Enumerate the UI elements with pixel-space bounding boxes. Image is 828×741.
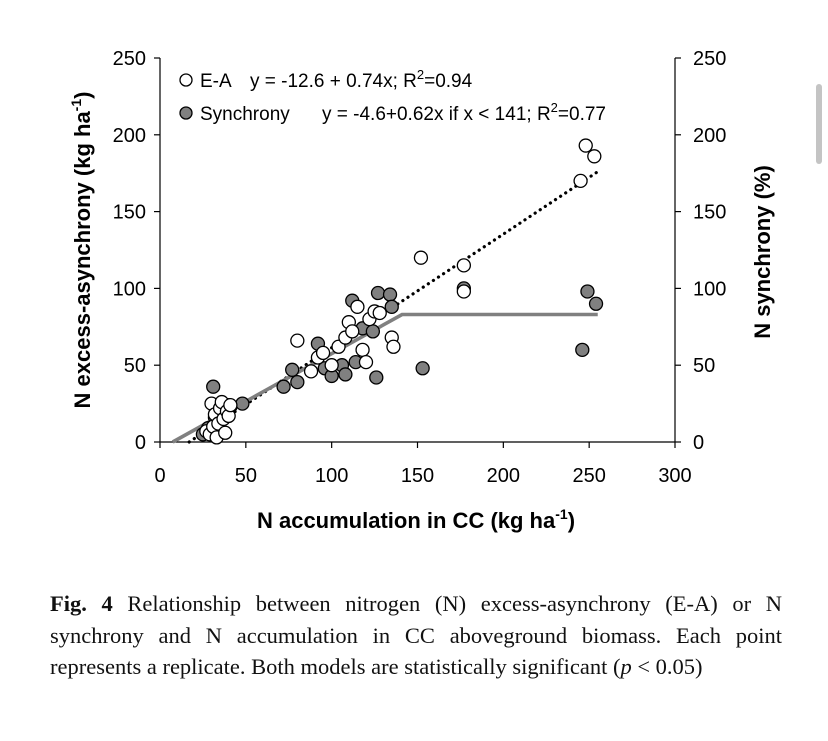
caption-text-end: < 0.05) [631,654,703,679]
ea-point [372,305,387,321]
ea-point [223,397,238,413]
y-tick-label: 0 [135,432,146,454]
scrollbar-thumb[interactable] [816,84,822,164]
ea-point [218,425,233,440]
y2-tick-label: 50 [693,355,715,377]
synchrony-point [384,299,399,314]
caption-text: Relationship between nitrogen (N) excess… [50,591,782,679]
legend-equation-ea: y = -12.6 + 0.74x; R2=0.94 [250,67,473,92]
figure-caption: Fig. 4 Relationship between nitrogen (N)… [50,588,782,683]
x-tick-label: 250 [572,465,605,487]
caption-p-symbol: p [620,654,632,679]
legend-label-synchrony: Synchrony [200,104,290,125]
x-tick-label: 100 [315,465,348,487]
synchrony-fit-line [171,312,598,444]
y2-tick-label: 200 [693,125,726,147]
synchrony-point [588,296,604,311]
caption-label: Fig. 4 [50,591,113,616]
synchrony-point [235,396,250,411]
synchrony-point [370,285,386,301]
x-tick-label: 50 [235,465,257,487]
ea-point [573,173,588,189]
synchrony-point [365,324,381,339]
synchrony-point [382,287,398,302]
x-axis-title: N accumulation in CC (kg ha-1) [257,506,575,533]
y-axis-title: N excess-asynchrony (kg ha-1) [68,92,95,409]
ea-point [315,345,331,361]
synchrony-point [580,284,595,299]
x-tick-label: 150 [401,465,434,487]
y2-tick-label: 250 [693,48,726,70]
synchrony-point [290,374,305,390]
ea-point [587,149,602,164]
scatter-chart: 0 50 100 150 200 250 300 0 50 100 150 20… [68,48,775,533]
y-tick-label: 50 [124,355,146,377]
synchrony-point [338,367,353,382]
x-tick-label: 200 [487,465,520,487]
ea-point [355,342,370,357]
synchrony-point [206,379,221,394]
y-tick-label: 100 [113,278,146,300]
ea-points [199,138,602,445]
y2-tick-label: 100 [693,278,726,300]
ea-point [456,258,472,273]
ea-point [290,333,305,348]
legend-equation-synchrony: y = -4.6+0.62x if x < 141; R2=0.77 [322,100,606,125]
ea-point [345,324,360,339]
x-tick-labels: 0 50 100 150 200 250 300 [154,465,691,487]
y-tick-label: 200 [113,125,146,147]
ea-point [303,364,319,379]
synchrony-points [195,281,604,442]
ea-point [350,299,365,314]
y-tick-label: 250 [113,48,146,70]
y2-tick-label: 0 [693,432,704,454]
x-tick-label: 0 [154,465,165,487]
legend-marker-synchrony [179,106,193,120]
y2-tick-label: 150 [693,202,726,224]
ea-point [456,284,472,299]
legend-marker-ea [179,73,193,87]
synchrony-point [369,370,384,385]
y2-tick-labels: 0 50 100 150 200 250 [693,48,726,454]
synchrony-point [285,362,300,377]
y2-axis-title: N synchrony (%) [750,165,775,339]
legend: E-A y = -12.6 + 0.74x; R2=0.94 Synchrony… [179,67,606,125]
ea-point [324,358,339,373]
ea-point [578,138,593,153]
legend-label-ea: E-A [200,71,232,92]
synchrony-point [575,342,590,357]
ea-point [413,250,429,265]
synchrony-point [415,361,430,376]
tick-marks [154,57,681,448]
x-tick-label: 300 [658,465,691,487]
ea-point [358,354,374,370]
ea-point [386,339,401,354]
y-tick-label: 150 [113,202,146,224]
synchrony-point [276,379,291,394]
y-tick-labels: 0 50 100 150 200 250 [113,48,146,454]
